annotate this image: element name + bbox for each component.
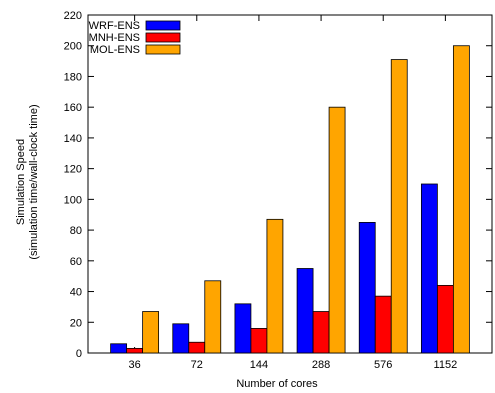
bar (328, 106, 346, 354)
axes (87, 14, 493, 354)
y-tick-label: 100 (64, 194, 82, 206)
bar (110, 343, 128, 354)
bar (250, 328, 268, 354)
y-tick-label: 140 (64, 133, 82, 145)
y-tick-label: 80 (70, 225, 82, 237)
bar (390, 59, 408, 354)
bar (452, 45, 470, 354)
legend-label: MNH-ENS (89, 32, 140, 44)
bar (420, 183, 438, 354)
tick-labels: 0 20 40 60 80 100 120 140 160 180 200 220 36 72 144 288… (64, 10, 458, 371)
x-tick-label: 288 (312, 359, 330, 371)
plot-frame (87, 14, 493, 354)
y-axis-label: Simulation Speed (15, 139, 27, 225)
bar (142, 311, 160, 354)
bar (374, 295, 392, 354)
y-tick-label: 220 (64, 10, 82, 22)
bar (312, 311, 330, 354)
bar (204, 280, 222, 354)
bars (110, 45, 470, 354)
bar (188, 341, 206, 354)
bar (436, 284, 454, 354)
x-tick-label: 36 (128, 359, 140, 371)
legend-label: MOL-ENS (90, 44, 140, 56)
bar (234, 303, 252, 354)
y-tick-label: 120 (64, 164, 82, 176)
legend-swatch (145, 20, 181, 31)
y-tick-label: 160 (64, 102, 82, 114)
x-tick-label: 144 (250, 359, 268, 371)
legend-swatch (145, 32, 181, 43)
bar (358, 222, 376, 354)
bar (126, 347, 144, 354)
legend-label: WRF-ENS (89, 20, 140, 32)
x-tick-label: 1152 (434, 359, 458, 371)
y-tick-label: 180 (64, 71, 82, 83)
bar (266, 218, 284, 354)
x-tick-label: 72 (191, 359, 203, 371)
x-tick-label: 576 (374, 359, 392, 371)
y-tick-label: 0 (76, 348, 82, 360)
y-tick-label: 60 (70, 256, 82, 268)
y-tick-label: 20 (70, 317, 82, 329)
x-axis-label: Number of cores (236, 378, 318, 390)
bar (172, 323, 190, 354)
legend-swatch (145, 44, 181, 55)
y-tick-label: 40 (70, 287, 82, 299)
bar (296, 268, 314, 354)
y-axis-sublabel: (simulation time/wall-clock time) (28, 104, 40, 259)
y-tick-label: 200 (64, 41, 82, 53)
